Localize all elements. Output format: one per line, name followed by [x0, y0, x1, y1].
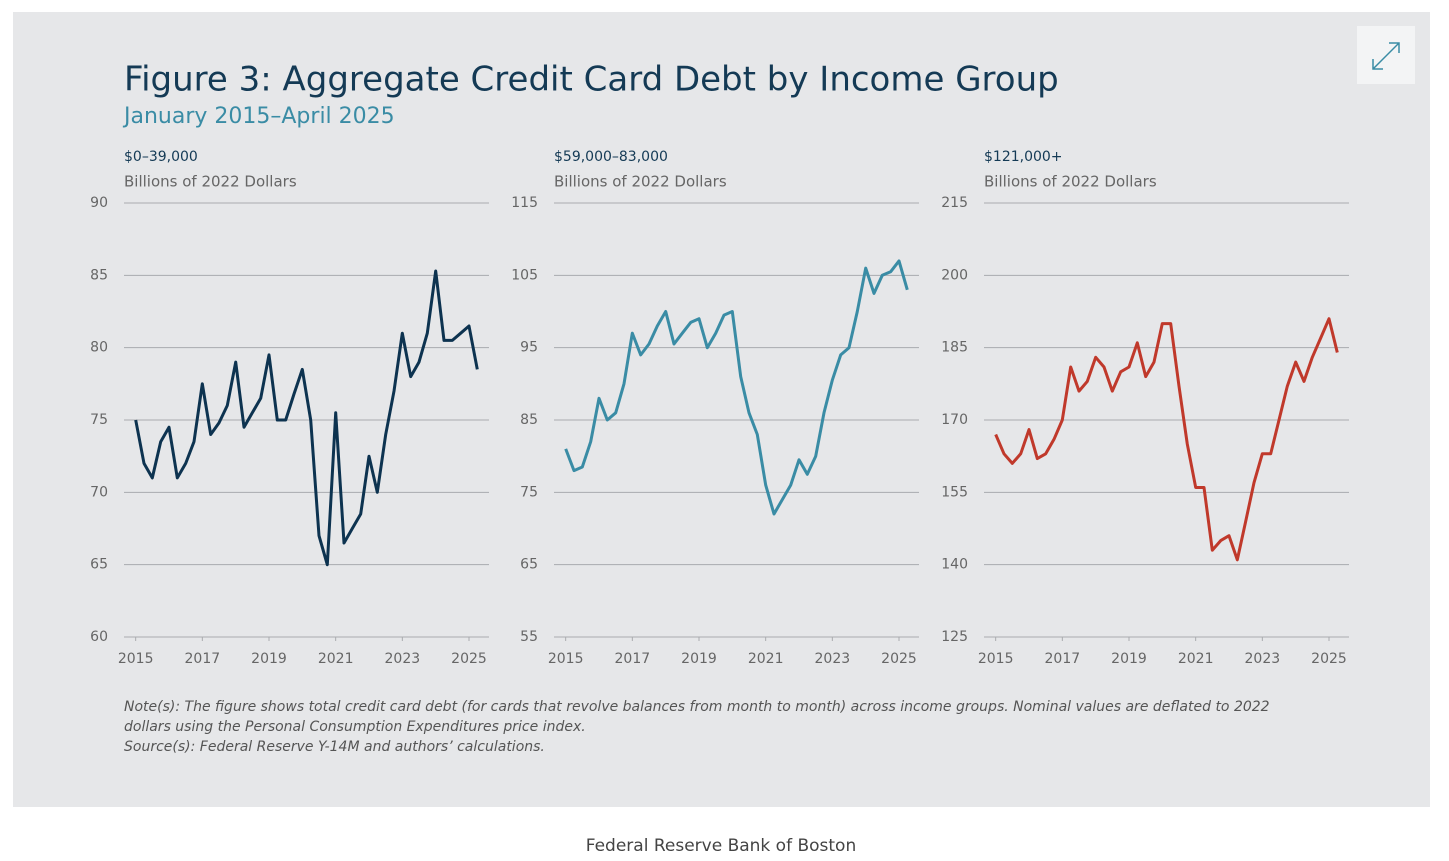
y-axis-label: Billions of 2022 Dollars [984, 173, 1157, 191]
y-tick-label: 80 [90, 340, 108, 356]
panel-title: $59,000–83,000 [554, 149, 668, 165]
x-tick-label: 2015 [978, 651, 1014, 667]
y-tick-label: 140 [941, 557, 968, 573]
y-tick-label: 65 [90, 557, 108, 573]
x-tick-label: 2019 [1111, 651, 1147, 667]
y-tick-label: 185 [941, 340, 968, 356]
y-tick-label: 125 [941, 629, 968, 645]
x-tick-label: 2015 [118, 651, 154, 667]
chart-title: Figure 3: Aggregate Credit Card Debt by … [124, 60, 1059, 100]
y-tick-label: 75 [90, 412, 108, 428]
y-tick-label: 115 [511, 195, 538, 211]
y-tick-label: 65 [520, 557, 538, 573]
y-tick-label: 85 [90, 267, 108, 283]
y-tick-label: 155 [941, 484, 968, 500]
x-tick-label: 2025 [881, 651, 917, 667]
x-tick-label: 2023 [385, 651, 421, 667]
y-tick-label: 60 [90, 629, 108, 645]
x-tick-label: 2025 [451, 651, 487, 667]
y-tick-label: 200 [941, 267, 968, 283]
y-tick-label: 70 [90, 484, 108, 500]
chart-subtitle: January 2015–April 2025 [122, 104, 395, 129]
y-tick-label: 90 [90, 195, 108, 211]
x-tick-label: 2017 [1045, 651, 1081, 667]
x-tick-label: 2019 [681, 651, 717, 667]
y-tick-label: 55 [520, 629, 538, 645]
data-line [564, 259, 909, 516]
source: Source(s): Federal Reserve Y-14M and aut… [124, 739, 545, 755]
x-tick-label: 2025 [1311, 651, 1347, 667]
x-tick-label: 2021 [1178, 651, 1214, 667]
x-tick-label: 2021 [748, 651, 784, 667]
y-tick-label: 85 [520, 412, 538, 428]
x-tick-label: 2021 [318, 651, 354, 667]
x-tick-label: 2023 [1245, 651, 1281, 667]
y-tick-label: 170 [941, 412, 968, 428]
y-axis-label: Billions of 2022 Dollars [554, 173, 727, 191]
x-tick-label: 2017 [185, 651, 221, 667]
y-tick-label: 75 [520, 484, 538, 500]
x-tick-label: 2015 [548, 651, 584, 667]
y-tick-label: 95 [520, 340, 538, 356]
data-line [134, 269, 479, 567]
x-tick-label: 2023 [815, 651, 851, 667]
footer: Federal Reserve Bank of Boston [586, 836, 856, 856]
x-tick-label: 2017 [615, 651, 651, 667]
panel-title: $0–39,000 [124, 149, 198, 165]
data-line [994, 317, 1339, 562]
x-tick-label: 2019 [251, 651, 287, 667]
note: Note(s): The figure shows total credit c… [124, 699, 1270, 735]
panel-title: $121,000+ [984, 149, 1063, 165]
y-tick-label: 105 [511, 267, 538, 283]
figure-background [13, 12, 1430, 807]
y-axis-label: Billions of 2022 Dollars [124, 173, 297, 191]
y-tick-label: 215 [941, 195, 968, 211]
expand-icon [1372, 42, 1400, 70]
